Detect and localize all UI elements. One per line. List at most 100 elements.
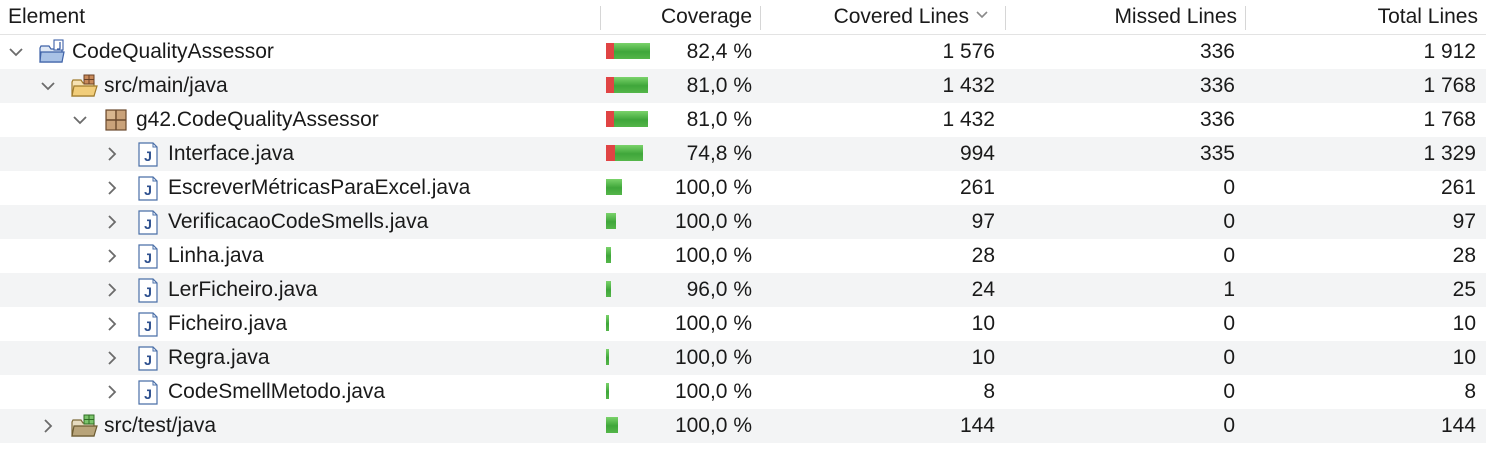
element-cell[interactable]: J Linha.java	[0, 239, 600, 273]
coverage-cell: 96,0 %	[600, 273, 760, 307]
table-row[interactable]: J Regra.java 100,0 % 10 0 10	[0, 341, 1486, 375]
coverage-bar	[606, 179, 622, 195]
element-cell[interactable]: J Interface.java	[0, 137, 600, 171]
coverage-cell: 74,8 %	[600, 137, 760, 171]
chevron-down-icon	[9, 48, 23, 57]
element-name: g42.CodeQualityAssessor	[136, 108, 379, 131]
column-header-element[interactable]: Element	[0, 0, 600, 34]
column-header-covered-lines[interactable]: Covered Lines	[760, 0, 1005, 34]
coverage-bar	[606, 43, 650, 59]
chevron-right-icon	[108, 215, 117, 229]
element-cell[interactable]: src/main/java	[0, 69, 600, 103]
column-divider[interactable]	[600, 6, 601, 30]
expand-toggle[interactable]	[104, 214, 120, 230]
svg-text:J: J	[144, 148, 152, 164]
covered-lines-cell: 1 432	[942, 74, 995, 97]
chevron-right-icon	[108, 181, 117, 195]
expand-toggle[interactable]	[104, 146, 120, 162]
column-header-total-lines[interactable]: Total Lines	[1245, 0, 1486, 34]
missed-portion	[606, 77, 614, 93]
element-cell[interactable]: J EscreverMétricasParaExcel.java	[0, 171, 600, 205]
element-cell[interactable]: src/test/java	[0, 409, 600, 443]
covered-lines-cell: 1 432	[942, 108, 995, 131]
missed-lines-cell: 336	[1199, 108, 1235, 131]
table-row[interactable]: g42.CodeQualityAssessor 81,0 % 1 432 336 1 7…	[0, 103, 1486, 137]
covered-lines-cell: 97	[971, 210, 995, 233]
table-row[interactable]: J Interface.java 74,8 % 994 335 1 329	[0, 137, 1486, 171]
table-row[interactable]: CodeQualityAssessor 82,4 % 1 576 336 1 912	[0, 35, 1486, 69]
missed-lines-cell: 336	[1199, 40, 1235, 63]
collapse-toggle[interactable]	[40, 78, 56, 94]
column-divider[interactable]	[1005, 6, 1006, 30]
covered-lines-cell: 10	[971, 312, 995, 335]
element-cell[interactable]: J LerFicheiro.java	[0, 273, 600, 307]
java-file-icon: J	[138, 346, 158, 371]
total-lines-cell: 10	[1452, 346, 1476, 369]
expand-toggle[interactable]	[104, 248, 120, 264]
coverage-bar	[606, 77, 648, 93]
table-row[interactable]: J VerificacaoCodeSmells.java 100,0 % 97 0 97	[0, 205, 1486, 239]
expand-toggle[interactable]	[104, 180, 120, 196]
element-name: src/main/java	[104, 74, 228, 97]
element-cell[interactable]: J CodeSmellMetodo.java	[0, 375, 600, 409]
coverage-bar	[606, 111, 648, 127]
covered-portion	[606, 349, 609, 365]
covered-lines-cell: 10	[971, 346, 995, 369]
total-lines-cell: 1 912	[1423, 40, 1476, 63]
covered-portion	[606, 179, 622, 195]
total-lines-cell: 8	[1464, 380, 1476, 403]
element-cell[interactable]: J Ficheiro.java	[0, 307, 600, 341]
column-header-coverage[interactable]: Coverage	[600, 0, 760, 34]
element-cell[interactable]: CodeQualityAssessor	[0, 35, 600, 69]
svg-text:J: J	[144, 318, 152, 334]
element-name: Regra.java	[168, 346, 270, 369]
element-name: Ficheiro.java	[168, 312, 288, 335]
element-cell[interactable]: J VerificacaoCodeSmells.java	[0, 205, 600, 239]
missed-portion	[606, 43, 614, 59]
covered-portion	[606, 417, 618, 433]
column-header-total-lines-label: Total Lines	[1377, 5, 1478, 28]
column-divider[interactable]	[1245, 6, 1246, 30]
expand-toggle[interactable]	[104, 282, 120, 298]
coverage-value: 100,0 %	[674, 414, 752, 437]
covered-lines-cell: 144	[959, 414, 995, 437]
coverage-value: 100,0 %	[674, 380, 752, 403]
column-header-missed-lines[interactable]: Missed Lines	[1005, 0, 1245, 34]
total-lines-cell: 97	[1452, 210, 1476, 233]
covered-portion	[606, 247, 611, 263]
column-divider[interactable]	[760, 6, 761, 30]
expand-toggle[interactable]	[104, 316, 120, 332]
table-row[interactable]: J Linha.java 100,0 % 28 0 28	[0, 239, 1486, 273]
total-lines-cell: 1 768	[1423, 108, 1476, 131]
coverage-value: 100,0 %	[674, 210, 752, 233]
element-name: LerFicheiro.java	[168, 278, 318, 301]
coverage-bar	[606, 145, 643, 161]
chevron-right-icon	[108, 283, 117, 297]
table-row[interactable]: J LerFicheiro.java 96,0 % 24 1 25	[0, 273, 1486, 307]
table-row[interactable]: src/main/java 81,0 % 1 432 336 1 768	[0, 69, 1486, 103]
missed-lines-cell: 335	[1199, 142, 1235, 165]
collapse-toggle[interactable]	[72, 112, 88, 128]
table-row[interactable]: J Ficheiro.java 100,0 % 10 0 10	[0, 307, 1486, 341]
coverage-value: 81,0 %	[686, 74, 752, 97]
table-row[interactable]: src/test/java 100,0 % 144 0 144	[0, 409, 1486, 443]
chevron-right-icon	[108, 147, 117, 161]
element-cell[interactable]: J Regra.java	[0, 341, 600, 375]
element-cell[interactable]: g42.CodeQualityAssessor	[0, 103, 600, 137]
coverage-cell: 82,4 %	[600, 35, 760, 69]
expand-toggle[interactable]	[40, 418, 56, 434]
coverage-cell: 81,0 %	[600, 103, 760, 137]
covered-portion	[614, 111, 648, 127]
missed-lines-cell: 0	[1223, 380, 1235, 403]
table-row[interactable]: J EscreverMétricasParaExcel.java 100,0 % 26…	[0, 171, 1486, 205]
expand-toggle[interactable]	[104, 384, 120, 400]
total-lines-cell: 261	[1440, 176, 1476, 199]
column-header-covered-lines-label: Covered Lines	[833, 5, 969, 28]
collapse-toggle[interactable]	[8, 44, 24, 60]
coverage-cell: 100,0 %	[600, 239, 760, 273]
java-file-icon: J	[138, 312, 158, 337]
table-row[interactable]: J CodeSmellMetodo.java 100,0 % 8 0 8	[0, 375, 1486, 409]
coverage-cell: 100,0 %	[600, 307, 760, 341]
expand-toggle[interactable]	[104, 350, 120, 366]
